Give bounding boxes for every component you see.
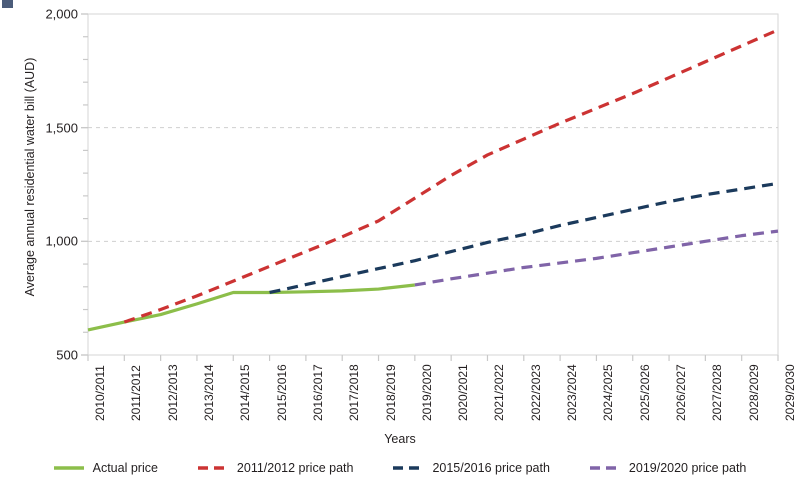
legend-item[interactable]: Actual price	[53, 460, 158, 475]
legend-label: 2015/2016 price path	[432, 460, 550, 475]
legend-item[interactable]: 2011/2012 price path	[197, 460, 354, 475]
legend-label: 2011/2012 price path	[236, 460, 354, 475]
legend-swatch-dashed	[197, 466, 228, 470]
legend-swatch-dashed	[393, 466, 424, 470]
y-axis-tick-label: 1,000	[45, 233, 78, 249]
series-line	[87, 283, 416, 332]
series-line	[269, 181, 779, 295]
plot-frame	[87, 13, 779, 356]
legend-swatch-dashed	[589, 466, 620, 470]
series-line	[414, 229, 779, 287]
legend-item[interactable]: 2015/2016 price path	[393, 460, 550, 475]
legend-swatch-solid	[53, 466, 84, 470]
y-axis-tick-label: 2,000	[45, 6, 78, 22]
legend-label: Actual price	[92, 460, 158, 475]
chart-legend: Actual price 2011/2012 price path 2015/201…	[0, 452, 800, 483]
y-axis-tick-label: 1,500	[45, 120, 78, 136]
legend-label: 2019/2020 price path	[628, 460, 747, 475]
series-line	[123, 28, 779, 324]
page-corner-mark	[2, 0, 13, 8]
legend-item[interactable]: 2019/2020 price path	[589, 460, 747, 475]
x-axis-title: Years	[384, 432, 416, 446]
y-axis-tick-label: 500	[56, 347, 78, 363]
